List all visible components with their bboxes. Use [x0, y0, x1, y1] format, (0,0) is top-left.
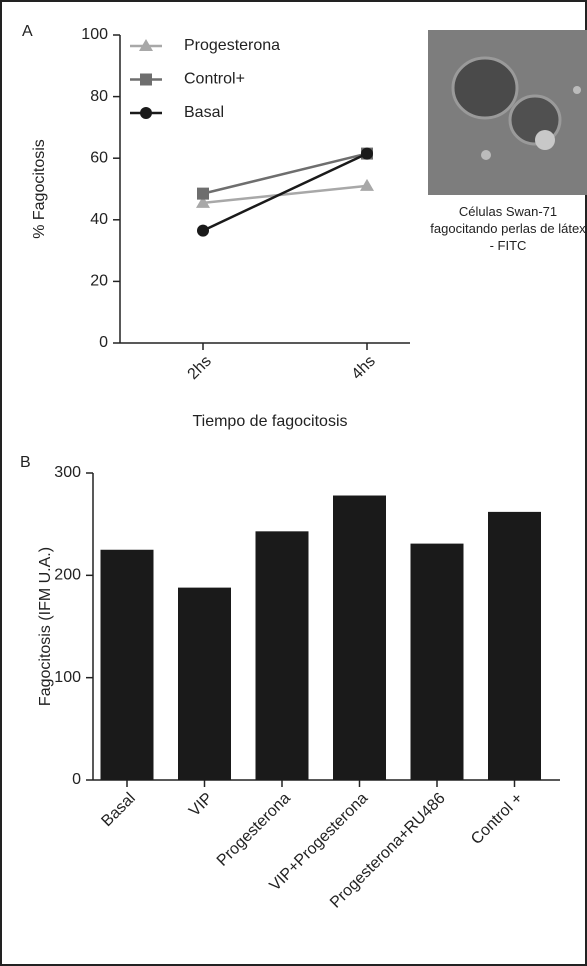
data-point: [361, 147, 373, 160]
legend-marker: [140, 107, 152, 119]
image-caption: Células Swan-71 fagocitando perlas de lá…: [430, 204, 586, 253]
bar: [100, 549, 154, 780]
y-tick-label: 100: [81, 26, 108, 43]
y-axis-label: Fagocitosis (IFM U.A.): [37, 547, 54, 706]
y-tick-label: 300: [54, 464, 81, 481]
y-tick-label: 0: [99, 334, 108, 351]
y-tick-label: 200: [54, 567, 81, 584]
y-tick-label: 100: [54, 669, 81, 686]
x-axis-label: Tiempo de fagocitosis: [192, 413, 347, 430]
legend-marker: [140, 73, 152, 86]
bar: [488, 511, 541, 780]
y-tick-label: 0: [72, 771, 81, 788]
x-tick-label: Progesterona: [214, 790, 294, 870]
y-axis-label: % Fagocitosis: [31, 139, 48, 239]
panel-label: B: [20, 454, 31, 471]
micrograph: [428, 30, 587, 195]
x-tick-label: 2hs: [185, 353, 215, 383]
data-point: [197, 187, 209, 200]
series-line: [202, 184, 368, 205]
x-tick-label: 4hs: [349, 353, 379, 383]
y-tick-label: 80: [90, 88, 108, 105]
panel-label: A: [22, 23, 33, 40]
data-point: [197, 224, 209, 237]
data-point: [196, 195, 210, 208]
y-tick-label: 40: [90, 211, 108, 228]
legend-marker: [139, 39, 153, 51]
bar: [410, 543, 464, 780]
bar: [255, 531, 309, 780]
bar: [333, 495, 386, 780]
legend-label: Progesterona: [184, 37, 280, 54]
series-line: [202, 152, 368, 195]
x-tick-label: Control +: [468, 790, 526, 848]
bar: [178, 587, 231, 780]
x-tick-label: VIP: [186, 790, 216, 820]
data-point: [360, 178, 374, 191]
x-tick-label: Basal: [98, 790, 138, 830]
series-line: [202, 152, 368, 232]
legend-label: Control+: [184, 71, 245, 88]
legend-label: Basal: [184, 104, 224, 121]
y-tick-label: 20: [90, 273, 108, 290]
y-tick-label: 60: [90, 149, 108, 166]
